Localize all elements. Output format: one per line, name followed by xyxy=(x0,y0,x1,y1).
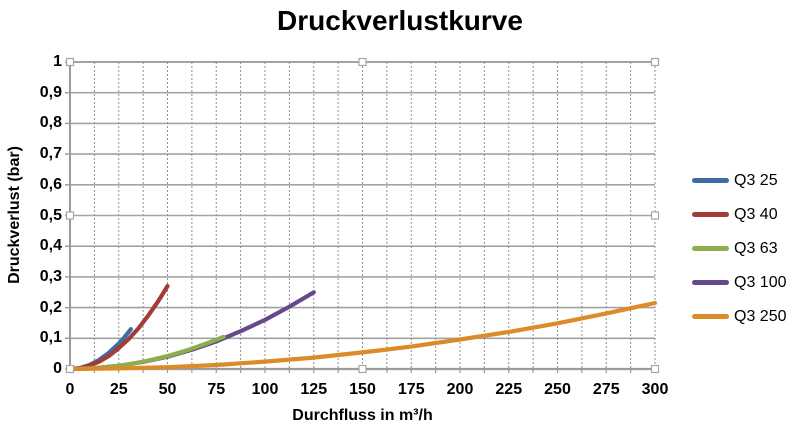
series-line-q3-250[interactable] xyxy=(67,300,658,372)
legend-item-q3-63[interactable]: Q3 63 xyxy=(692,238,786,259)
legend: Q3 25 Q3 40 Q3 63 Q3 100 Q3 250 xyxy=(692,170,786,327)
x-tick-label: 175 xyxy=(397,381,425,398)
x-axis-title: Durchfluss in m³/h xyxy=(292,407,433,424)
legend-label: Q3 100 xyxy=(734,273,787,291)
x-tick-label: 250 xyxy=(544,381,571,398)
x-tick-label: 25 xyxy=(109,381,128,398)
y-tick-label: 0 xyxy=(53,360,62,377)
y-tick-label: 0,4 xyxy=(39,237,62,255)
legend-item-q3-100[interactable]: Q3 100 xyxy=(692,272,786,293)
resize-handle[interactable] xyxy=(65,57,75,67)
legend-line-swatch xyxy=(692,280,729,285)
legend-line-swatch xyxy=(692,212,729,217)
y-tick-label: 0,7 xyxy=(39,145,62,163)
legend-label: Q3 40 xyxy=(734,205,778,223)
legend-item-q3-40[interactable]: Q3 40 xyxy=(692,204,786,225)
resize-handle[interactable] xyxy=(650,364,660,374)
legend-line-swatch xyxy=(692,178,729,183)
y-tick-label: 0,1 xyxy=(39,329,62,347)
y-tick-label: 0,5 xyxy=(39,206,62,224)
x-tick-label: 125 xyxy=(300,381,328,398)
y-axis-title: Druckverlust (bar) xyxy=(6,146,23,284)
legend-item-q3-250[interactable]: Q3 250 xyxy=(692,306,786,327)
x-tick-label: 225 xyxy=(495,381,523,398)
legend-label: Q3 250 xyxy=(734,307,787,325)
resize-handle[interactable] xyxy=(65,364,75,374)
resize-handle[interactable] xyxy=(650,211,660,220)
legend-label: Q3 63 xyxy=(734,239,778,257)
chart-title: Druckverlustkurve xyxy=(277,5,523,36)
legend-line-swatch xyxy=(692,314,729,319)
resize-handle[interactable] xyxy=(650,57,660,67)
y-tick-label: 0,6 xyxy=(39,175,62,193)
x-tick-label: 200 xyxy=(446,381,474,398)
x-tick-label: 100 xyxy=(251,381,279,398)
x-tick-label: 75 xyxy=(207,381,226,398)
x-tick-label: 150 xyxy=(349,381,376,398)
y-tick-label: 0,2 xyxy=(39,298,62,316)
y-tick-label: 0,9 xyxy=(39,83,62,101)
resize-handle[interactable] xyxy=(358,364,367,374)
resize-handle[interactable] xyxy=(358,57,367,67)
y-tick-label: 1 xyxy=(53,53,62,70)
legend-item-q3-25[interactable]: Q3 25 xyxy=(692,170,786,191)
legend-label: Q3 25 xyxy=(734,171,778,189)
x-tick-label: 300 xyxy=(641,381,669,398)
x-tick-label: 50 xyxy=(158,381,177,398)
y-tick-label: 0,3 xyxy=(39,267,62,285)
x-tick-label: 275 xyxy=(592,381,620,398)
legend-line-swatch xyxy=(692,246,729,251)
resize-handle[interactable] xyxy=(65,211,75,220)
series-line-q3-40[interactable] xyxy=(67,284,170,372)
y-tick-label: 0,8 xyxy=(39,114,62,132)
x-tick-label: 0 xyxy=(65,381,75,398)
